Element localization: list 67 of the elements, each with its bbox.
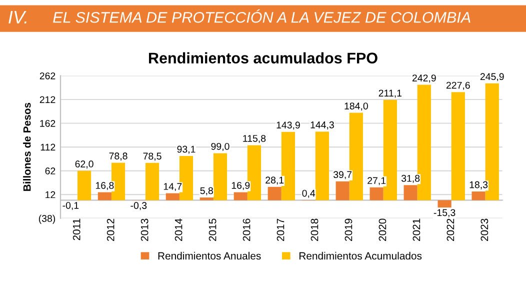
data-label: 0,4 [302,190,316,198]
data-label: 144,3 [310,121,334,130]
bar [370,187,384,200]
x-tick-label: 2013 [140,218,148,241]
data-label: 115,8 [243,134,266,144]
bar [404,185,418,200]
bar [213,153,228,200]
legend-label: Rendimientos Anuales [158,252,261,260]
data-label: 211,1 [378,90,402,98]
data-label: 99,0 [211,142,230,151]
bar [200,197,214,200]
data-label: 27,1 [368,177,386,186]
bar [77,170,92,200]
x-tick-label: 2015 [208,218,216,241]
data-label: 184,0 [344,102,368,111]
bar [166,193,180,200]
bar [98,192,112,200]
x-tick-label: 2019 [344,218,352,241]
data-label: 78,5 [143,152,162,161]
x-tick-label: 2023 [480,218,488,241]
data-label: 28,1 [266,176,284,185]
y-tick-label: 12 [46,191,56,198]
data-label: 14,7 [164,183,182,192]
data-label: -0,1 [62,202,79,210]
text: EL SISTEMA DE PROTECCIÓN A LA VEJEZ DE COLOMBIA [53,9,470,23]
y-tick-label: 262 [40,72,56,80]
data-label: 143,9 [276,122,300,130]
data-label: 18,3 [470,181,488,190]
bar [234,192,248,200]
data-label: 16,9 [232,182,250,190]
data-label: 245,9 [480,73,504,82]
data-label: 39,7 [334,171,352,180]
data-label: 16,8 [96,182,114,190]
x-tick-label: 2017 [276,218,284,241]
bar [438,200,452,208]
bar [451,92,465,200]
bar [336,181,350,200]
data-label: 5,8 [200,187,213,196]
data-label: 62,0 [75,160,94,169]
y-tick-label: 112 [40,144,56,151]
x-tick-label: 2021 [412,218,420,241]
data-label: 78,8 [109,152,128,161]
x-tick-label: 2022 [446,218,454,241]
y-tick-label: 212 [40,96,56,104]
data-label: 93,1 [177,146,196,154]
data-label: 31,8 [401,174,420,183]
legend-label: Rendimientos Acumulados [300,252,422,260]
data-label: -15,3 [434,209,456,218]
chart-title: Rendimientos acumulados FPO [149,52,378,64]
bar [472,192,486,200]
y-axis-title: Billones de Pesos [23,102,31,191]
bar [268,186,282,200]
data-label: -0,3 [130,202,147,210]
x-tick-label: 2012 [106,218,114,241]
data-label: 227,6 [446,82,470,90]
bar [145,162,160,200]
x-tick-label: 2018 [310,218,318,241]
y-tick-label: (38) [38,214,56,224]
bar [315,132,329,200]
x-tick-label: 2014 [174,218,182,241]
y-tick-label: 62 [45,168,56,174]
data-label: 242,9 [412,74,436,83]
x-tick-label: 2016 [242,218,250,241]
x-tick-label: 2011 [72,218,80,240]
x-tick-label: 2020 [378,218,386,241]
y-tick-label: 162 [40,120,56,127]
text: IV. [8,10,26,24]
